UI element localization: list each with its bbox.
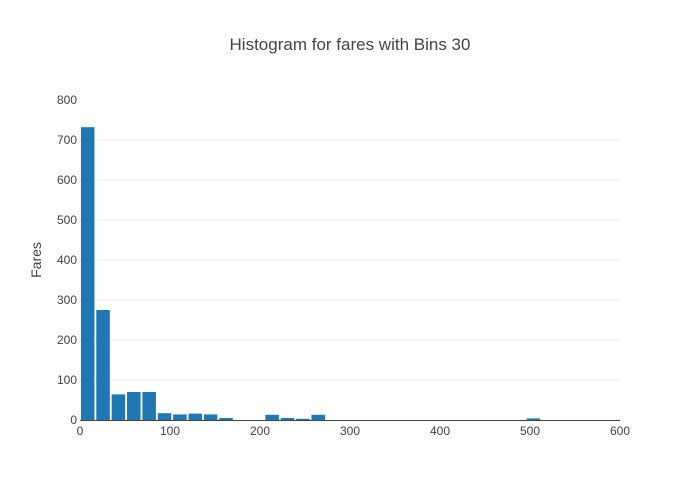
histogram-bar [173,414,187,420]
y-axis-title: Fares [28,242,44,278]
x-tick-label: 200 [250,424,270,438]
x-tick-label: 400 [430,424,450,438]
y-tick-label: 700 [57,133,77,147]
histogram-bar [111,394,126,420]
y-tick-label: 500 [57,213,77,227]
histogram-bar [203,414,218,420]
y-tick-label: 800 [57,93,77,107]
histogram-bar [96,310,110,420]
y-tick-label: 200 [57,333,77,347]
ticks-layer: 0 100 200 300 400 500 600 700 800 0 100 200 300 400 50… [57,93,630,438]
histogram-bar [526,418,541,420]
histogram-bar [80,127,95,420]
histogram-bar [188,413,203,420]
histogram-bar [265,414,279,420]
x-tick-label: 300 [340,424,360,438]
histogram-bar [280,418,295,420]
bars-layer [80,127,541,420]
x-tick-label: 500 [520,424,540,438]
y-tick-label: 400 [57,253,77,267]
y-tick-label: 0 [70,413,77,427]
y-tick-label: 600 [57,173,77,187]
histogram-bar [219,418,233,420]
x-tick-label: 600 [610,424,630,438]
grid-layer [80,139,620,381]
histogram-bar [127,392,141,420]
histogram-bar [142,392,156,420]
y-tick-label: 300 [57,293,77,307]
histogram-bar [311,414,326,420]
histogram-bar [157,413,172,420]
x-tick-label: 100 [160,424,180,438]
x-tick-label: 0 [77,424,84,438]
histogram-bar [296,418,310,420]
y-tick-label: 100 [57,373,77,387]
chart-title: Histogram for fares with Bins 30 [230,35,471,54]
